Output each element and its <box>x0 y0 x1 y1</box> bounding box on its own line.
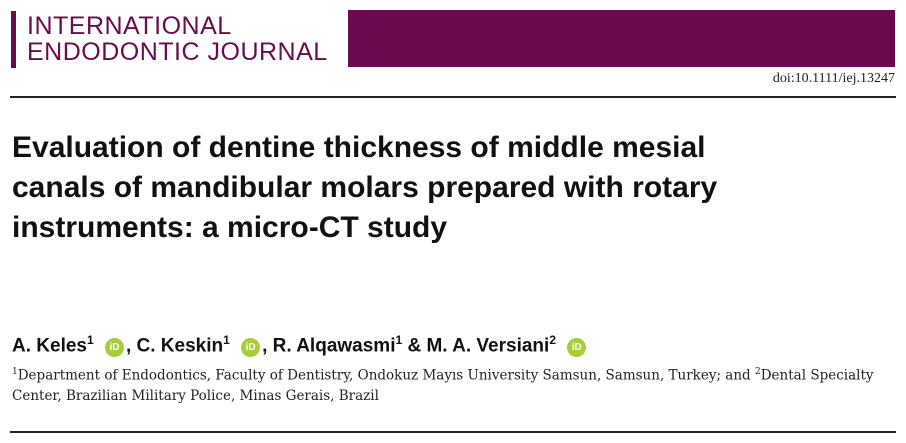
header-banner <box>348 10 895 67</box>
separator: , <box>262 335 268 357</box>
title-line: canals of mandibular molars prepared wit… <box>12 171 718 204</box>
rule <box>10 431 896 433</box>
author: A. Keles <box>12 335 87 357</box>
journal-name: INTERNATIONAL <box>27 12 232 40</box>
authors: A. Keles1 iD, C. Keskin1 iD, R. Alqawasm… <box>12 333 588 358</box>
author: C. Keskin <box>136 335 224 357</box>
doi: doi:10.1111/iej.13247 <box>772 71 895 86</box>
logo-bar <box>11 11 16 68</box>
author: R. Alqawasmi <box>272 335 396 357</box>
author-sup: 1 <box>223 333 230 347</box>
affil-sup: 1 <box>12 367 18 377</box>
title-line: instruments: a micro-CT study <box>12 211 448 244</box>
orcid-icon[interactable]: iD <box>567 338 587 358</box>
separator: & <box>407 335 422 357</box>
separator: , <box>125 335 132 357</box>
title: Evaluation of dentine thickness of middl… <box>12 128 717 248</box>
affiliation: Dental Specialty Center, Brazilian Milit… <box>12 367 874 404</box>
affiliation: Department of Endodontics, Faculty of De… <box>17 367 751 384</box>
orcid-icon[interactable]: iD <box>241 338 261 358</box>
rule <box>10 96 896 98</box>
journal-name: ENDODONTIC JOURNAL <box>27 38 328 66</box>
author-sup: 2 <box>549 333 556 347</box>
author-sup: 1 <box>395 333 403 347</box>
affil-sup: 2 <box>755 367 761 377</box>
author: M. A. Versiani <box>426 335 550 357</box>
orcid-icon[interactable]: iD <box>104 338 124 358</box>
affiliations: 1Department of Endodontics, Faculty of D… <box>12 362 892 406</box>
title-line: Evaluation of dentine thickness of middl… <box>12 131 706 164</box>
author-sup: 1 <box>86 333 94 347</box>
